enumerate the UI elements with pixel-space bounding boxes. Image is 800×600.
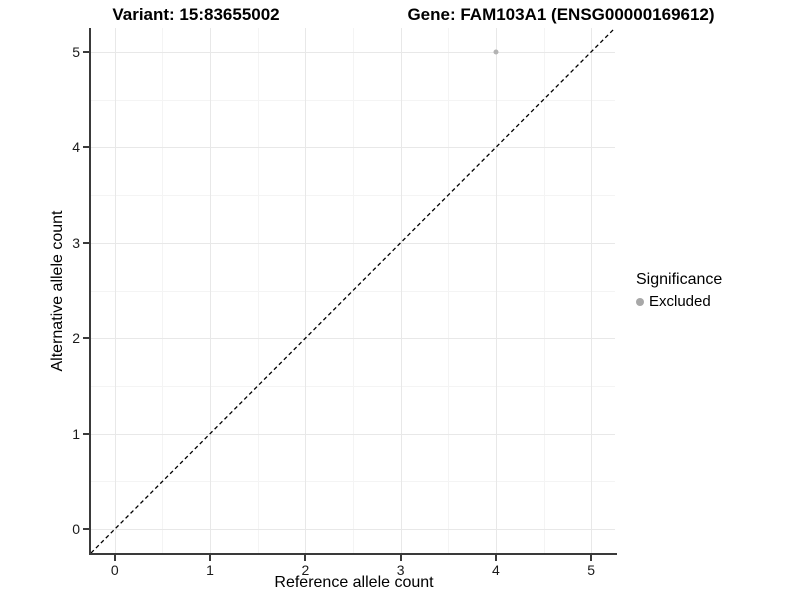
gridline-major-vertical xyxy=(495,28,497,553)
x-axis-tick-label: 4 xyxy=(492,562,500,578)
gridline-major-horizontal xyxy=(91,529,615,531)
x-axis-tick-mark xyxy=(304,555,307,561)
gridline-major-vertical xyxy=(591,28,593,553)
y-axis-tick-label: 1 xyxy=(72,425,80,442)
gridline-minor-horizontal xyxy=(91,290,615,292)
gridline-major-vertical xyxy=(400,28,402,553)
y-axis-tick-mark xyxy=(83,337,89,340)
legend-item-label: Excluded xyxy=(649,293,711,310)
legend-key-dot xyxy=(636,297,644,306)
legend-items: Excluded xyxy=(636,293,722,310)
x-axis-tick-label: 3 xyxy=(396,562,405,578)
legend: Significance Excluded xyxy=(636,271,722,310)
x-axis-tick-mark xyxy=(209,555,212,561)
gridline-major-vertical xyxy=(114,28,116,553)
data-point-excluded xyxy=(493,49,499,55)
y-axis-tick-mark xyxy=(83,432,89,435)
y-axis-tick-mark xyxy=(83,528,89,531)
y-axis-tick-label: 2 xyxy=(72,330,80,347)
x-axis-title: Reference allele count xyxy=(274,574,434,591)
legend-title: Significance xyxy=(636,271,723,288)
y-axis-tick-mark xyxy=(83,241,89,244)
plot-title-variant: Variant: 15:83655002 xyxy=(112,5,280,24)
gridline-major-horizontal xyxy=(91,338,615,340)
y-axis-line xyxy=(89,28,91,555)
x-axis-tick-mark xyxy=(399,555,402,561)
gridline-major-horizontal xyxy=(91,242,615,244)
x-axis-tick-label: 0 xyxy=(110,562,119,578)
y-axis-tick-label: 0 xyxy=(72,521,80,538)
x-axis-tick-mark xyxy=(590,555,593,561)
gridline-minor-horizontal xyxy=(91,385,615,387)
y-axis-tick-label: 5 xyxy=(72,43,80,60)
x-axis-tick-mark xyxy=(494,555,497,561)
gridline-minor-horizontal xyxy=(91,195,615,197)
identity-line xyxy=(91,28,615,553)
x-axis-tick-label: 2 xyxy=(301,562,310,578)
gridline-major-vertical xyxy=(305,28,307,553)
gridline-minor-horizontal xyxy=(91,481,615,483)
gridline-major-horizontal xyxy=(91,433,615,435)
x-axis-tick-mark xyxy=(113,555,116,561)
legend-item: Excluded xyxy=(636,293,722,310)
x-axis-tick-label: 1 xyxy=(206,562,214,578)
gridline-minor-horizontal xyxy=(91,99,615,101)
plot-panel xyxy=(91,28,615,553)
plot-title-gene: Gene: FAM103A1 (ENSG00000169612) xyxy=(407,5,715,24)
x-axis-tick-label: 5 xyxy=(587,562,596,578)
x-axis-line xyxy=(89,553,617,555)
gridline-major-vertical xyxy=(210,28,212,553)
y-axis-tick-mark xyxy=(83,50,89,53)
y-axis-tick-label: 4 xyxy=(72,139,80,156)
gridline-major-horizontal xyxy=(91,51,615,53)
y-axis-tick-mark xyxy=(83,146,89,149)
gridline-major-horizontal xyxy=(91,147,615,149)
y-axis-tick-label: 3 xyxy=(72,234,80,251)
